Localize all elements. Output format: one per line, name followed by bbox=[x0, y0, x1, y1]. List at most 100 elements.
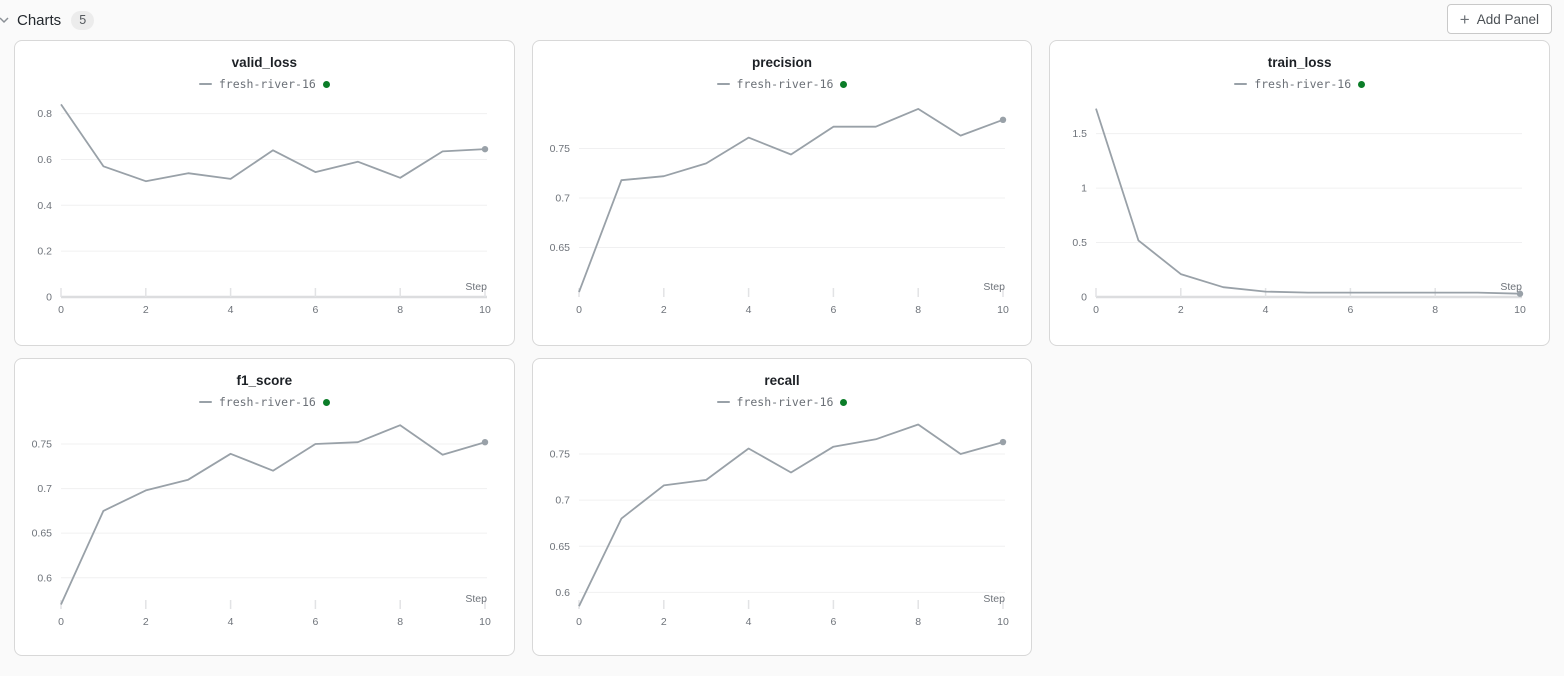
x-tick-label: 6 bbox=[830, 304, 836, 316]
run-name-label[interactable]: fresh-river-16 bbox=[736, 395, 834, 409]
run-name-label[interactable]: fresh-river-16 bbox=[218, 395, 316, 409]
legend-line-swatch bbox=[198, 400, 212, 404]
run-state-dot-icon bbox=[840, 398, 848, 406]
add-panel-label: Add Panel bbox=[1476, 11, 1539, 27]
chart-panel-recall[interactable]: recall fresh-river-16 0.6 0.65 0.7 0.75 0 2 4 6… bbox=[531, 358, 1033, 656]
y-tick-label: 0.5 bbox=[1073, 237, 1088, 249]
x-tick-label: 8 bbox=[397, 616, 403, 628]
series-end-point[interactable] bbox=[999, 116, 1006, 124]
run-state-dot-icon bbox=[322, 80, 330, 88]
x-axis-label: Step bbox=[1501, 281, 1523, 293]
y-tick-label: 1.5 bbox=[1073, 128, 1088, 140]
chart-panel-precision[interactable]: precision fresh-river-16 0.65 0.7 0.75 0 2 4 6… bbox=[531, 40, 1033, 346]
x-axis-label: Step bbox=[983, 281, 1005, 293]
charts-grid: valid_loss fresh-river-16 0 0.2 0.4 0.6 0.8 0… bbox=[14, 40, 1550, 656]
y-tick-label: 0 bbox=[1081, 292, 1087, 304]
chart-legend: fresh-river-16 bbox=[15, 393, 514, 411]
run-state-dot-icon bbox=[840, 80, 848, 88]
x-tick-label: 0 bbox=[58, 616, 64, 628]
x-tick-label: 4 bbox=[228, 304, 234, 316]
series-line[interactable] bbox=[577, 423, 1003, 607]
y-tick-label: 0.2 bbox=[37, 246, 52, 258]
y-tick-label: 0.8 bbox=[37, 108, 52, 120]
x-tick-label: 6 bbox=[1348, 304, 1354, 316]
chart-legend: fresh-river-16 bbox=[1050, 75, 1549, 93]
x-tick-label: 0 bbox=[58, 304, 64, 316]
series-line[interactable] bbox=[60, 103, 486, 183]
chevron-down-icon[interactable] bbox=[0, 11, 13, 29]
x-tick-label: 2 bbox=[661, 616, 667, 628]
x-tick-label: 8 bbox=[1433, 304, 1439, 316]
run-state-dot-icon bbox=[1358, 80, 1366, 88]
x-tick-label: 4 bbox=[1263, 304, 1269, 316]
legend-line-swatch bbox=[716, 82, 730, 86]
chart-title: f1_score bbox=[236, 373, 293, 388]
chart-panel-f1-score[interactable]: f1_score fresh-river-16 0.6 0.65 0.7 0.75 0 2… bbox=[14, 358, 515, 656]
chart-legend: fresh-river-16 bbox=[533, 75, 1032, 93]
y-tick-label: 0.75 bbox=[32, 438, 53, 450]
chart-title: recall bbox=[764, 373, 800, 388]
run-state-dot-icon bbox=[322, 398, 330, 406]
chart-title: precision bbox=[751, 55, 812, 70]
x-tick-label: 4 bbox=[228, 616, 234, 628]
chart-legend: fresh-river-16 bbox=[533, 393, 1032, 411]
line-chart-plot[interactable]: 0 0.2 0.4 0.6 0.8 0 2 4 6 8 10 Step bbox=[15, 93, 515, 333]
y-tick-label: 0.75 bbox=[549, 449, 570, 461]
x-tick-label: 8 bbox=[397, 304, 403, 316]
line-chart-plot[interactable]: 0.6 0.65 0.7 0.75 0 2 4 6 8 10 Step bbox=[15, 411, 515, 645]
chart-legend: fresh-river-16 bbox=[15, 75, 514, 93]
line-chart-plot[interactable]: 0.6 0.65 0.7 0.75 0 2 4 6 8 10 Step bbox=[533, 411, 1033, 645]
x-tick-label: 2 bbox=[661, 304, 667, 316]
x-axis-label: Step bbox=[465, 593, 487, 605]
chart-title: valid_loss bbox=[231, 55, 297, 70]
section-title[interactable]: Charts bbox=[17, 11, 62, 29]
panel-count-badge: 5 bbox=[71, 10, 95, 30]
x-tick-label: 8 bbox=[915, 616, 921, 628]
chart-title: train_loss bbox=[1267, 55, 1332, 70]
x-tick-label: 0 bbox=[1093, 304, 1099, 316]
series-line[interactable] bbox=[1095, 108, 1521, 295]
x-tick-label: 4 bbox=[745, 616, 751, 628]
y-tick-label: 0.65 bbox=[32, 528, 53, 540]
charts-section-header: Charts 5 + Add Panel bbox=[0, 0, 1564, 38]
legend-line-swatch bbox=[716, 400, 730, 404]
run-name-label[interactable]: fresh-river-16 bbox=[218, 77, 316, 91]
y-tick-label: 0.65 bbox=[549, 541, 570, 553]
x-tick-label: 4 bbox=[745, 304, 751, 316]
y-tick-label: 0.6 bbox=[37, 572, 52, 584]
x-tick-label: 6 bbox=[312, 616, 318, 628]
series-end-point[interactable] bbox=[481, 145, 489, 153]
series-end-point[interactable] bbox=[999, 438, 1006, 446]
line-chart-plot[interactable]: 0.65 0.7 0.75 0 2 4 6 8 10 Step bbox=[533, 93, 1033, 333]
x-tick-label: 2 bbox=[143, 616, 149, 628]
x-tick-label: 10 bbox=[997, 616, 1009, 628]
chart-panel-valid-loss[interactable]: valid_loss fresh-river-16 0 0.2 0.4 0.6 0.8 0… bbox=[14, 40, 515, 346]
y-tick-label: 0.6 bbox=[37, 154, 52, 166]
x-tick-label: 0 bbox=[576, 616, 582, 628]
add-panel-button[interactable]: + Add Panel bbox=[1446, 4, 1552, 34]
series-line[interactable] bbox=[577, 107, 1003, 293]
chart-panel-train-loss[interactable]: train_loss fresh-river-16 0 0.5 1 1.5 0 2 4 6 8 1… bbox=[1049, 40, 1550, 346]
y-tick-label: 1 bbox=[1081, 183, 1087, 195]
legend-line-swatch bbox=[198, 82, 212, 86]
x-tick-label: 10 bbox=[997, 304, 1009, 316]
y-tick-label: 0.7 bbox=[555, 193, 570, 205]
x-tick-label: 6 bbox=[312, 304, 318, 316]
series-end-point[interactable] bbox=[481, 438, 489, 446]
y-tick-label: 0.7 bbox=[555, 495, 570, 507]
line-chart-plot[interactable]: 0 0.5 1 1.5 0 2 4 6 8 10 Step bbox=[1050, 93, 1550, 333]
run-name-label[interactable]: fresh-river-16 bbox=[1254, 77, 1352, 91]
x-axis-label: Step bbox=[983, 593, 1005, 605]
y-tick-label: 0.75 bbox=[549, 143, 570, 155]
run-name-label[interactable]: fresh-river-16 bbox=[736, 77, 834, 91]
y-tick-label: 0.65 bbox=[549, 242, 570, 254]
plus-icon: + bbox=[1459, 9, 1470, 29]
x-axis-label: Step bbox=[465, 281, 487, 293]
series-end-point[interactable] bbox=[1517, 290, 1524, 297]
y-tick-label: 0.6 bbox=[555, 587, 570, 599]
x-tick-label: 10 bbox=[479, 616, 491, 628]
series-line[interactable] bbox=[60, 424, 486, 605]
y-tick-label: 0.4 bbox=[37, 200, 52, 212]
x-tick-label: 8 bbox=[915, 304, 921, 316]
x-tick-label: 2 bbox=[1178, 304, 1184, 316]
